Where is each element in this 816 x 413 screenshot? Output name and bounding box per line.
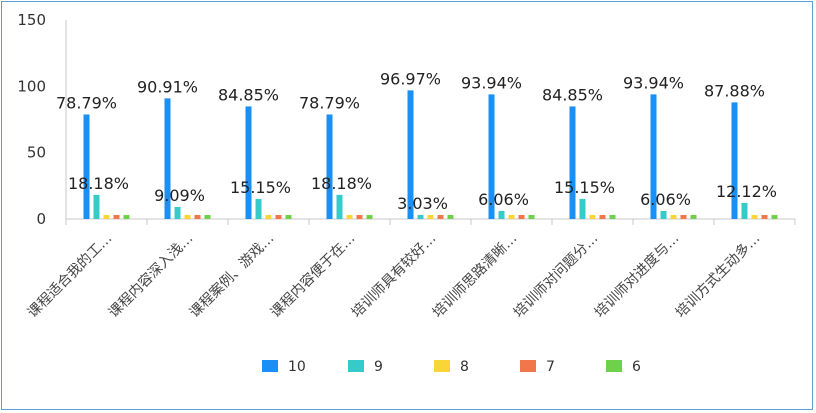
data-label: 84.85%: [542, 85, 603, 104]
bar-series-10: [731, 102, 738, 219]
data-label: 87.88%: [704, 81, 765, 100]
data-label: 93.94%: [623, 73, 684, 92]
bar-series-6: [528, 214, 535, 219]
legend-label-10: 10: [288, 359, 306, 375]
bar-series-8: [427, 214, 434, 219]
bar-series-10: [326, 114, 333, 219]
bar-series-7: [680, 214, 687, 219]
bar-series-7: [275, 214, 282, 219]
bar-series-10: [83, 114, 90, 219]
bar-series-9: [336, 194, 343, 219]
bar-series-10: [650, 94, 657, 219]
x-category-label: 培训方式生动多…: [672, 230, 763, 321]
bar-series-9: [660, 210, 667, 219]
legend-label-8: 8: [460, 359, 469, 375]
bar-series-9: [498, 210, 505, 219]
x-category-label: 课程内容便于在…: [267, 230, 358, 321]
bar-series-7: [356, 214, 363, 219]
y-tick-label: 0: [36, 210, 46, 228]
bar-series-8: [265, 214, 272, 219]
bar-series-9: [417, 214, 424, 219]
bar-series-6: [285, 214, 292, 219]
data-label: 90.91%: [137, 77, 198, 96]
legend-swatch-7: [520, 360, 536, 372]
data-label: 15.15%: [230, 178, 291, 197]
bar-series-7: [761, 214, 768, 219]
bar-series-8: [184, 214, 191, 219]
bar-series-8: [508, 214, 515, 219]
bar-series-7: [113, 214, 120, 219]
bar-series-8: [346, 214, 353, 219]
bar-series-10: [245, 106, 252, 219]
bar-series-7: [599, 214, 606, 219]
data-label: 15.15%: [554, 178, 615, 197]
x-category-label: 课程案例、游戏…: [186, 230, 277, 321]
bar-series-8: [670, 214, 677, 219]
legend-swatch-8: [434, 360, 450, 372]
legend-label-7: 7: [546, 359, 555, 375]
bar-series-6: [123, 214, 130, 219]
legend-label-6: 6: [632, 359, 641, 375]
data-label: 3.03%: [397, 194, 448, 213]
bar-series-6: [366, 214, 373, 219]
y-tick-label: 100: [17, 77, 46, 95]
bar-series-6: [771, 214, 778, 219]
x-category-label: 课程适合我的工…: [25, 231, 116, 322]
data-label: 78.79%: [56, 93, 117, 112]
x-category-label: 培训师具有较好…: [349, 231, 440, 322]
legend-label-9: 9: [374, 359, 383, 375]
data-label: 6.06%: [640, 190, 691, 209]
bar-series-7: [518, 214, 525, 219]
legend-swatch-9: [348, 360, 364, 372]
bar-series-7: [437, 214, 444, 219]
data-label: 93.94%: [461, 73, 522, 92]
y-tick-label: 150: [17, 11, 46, 29]
data-label: 12.12%: [716, 182, 777, 201]
bar-series-10: [488, 94, 495, 219]
bar-series-8: [103, 214, 110, 219]
bar-series-8: [589, 214, 596, 219]
y-tick-label: 50: [27, 144, 46, 162]
x-category-label: 培训师对问题分…: [511, 231, 602, 322]
legend-swatch-6: [606, 360, 622, 372]
data-label: 96.97%: [380, 69, 441, 88]
data-label: 9.09%: [154, 186, 205, 205]
bar-series-10: [407, 90, 414, 219]
x-category-label: 培训师对进度与…: [592, 231, 683, 322]
legend-swatch-10: [262, 360, 278, 372]
data-label: 84.85%: [218, 85, 279, 104]
data-label: 18.18%: [68, 174, 129, 193]
x-category-label: 课程内容深入浅…: [105, 230, 196, 321]
bar-series-9: [93, 194, 100, 219]
bar-series-10: [164, 98, 171, 219]
bar-series-9: [174, 206, 181, 219]
bar-series-9: [579, 198, 586, 219]
data-label: 6.06%: [478, 190, 529, 209]
x-category-label: 培训师思路清晰…: [430, 231, 521, 322]
bar-series-6: [609, 214, 616, 219]
bar-series-6: [204, 214, 211, 219]
bar-series-6: [690, 214, 697, 219]
bar-series-10: [569, 106, 576, 219]
data-label: 78.79%: [299, 93, 360, 112]
bar-series-9: [741, 202, 748, 219]
data-label: 18.18%: [311, 174, 372, 193]
bar-series-6: [447, 214, 454, 219]
bar-series-8: [751, 214, 758, 219]
bar-series-9: [255, 198, 262, 219]
bar-series-7: [194, 214, 201, 219]
